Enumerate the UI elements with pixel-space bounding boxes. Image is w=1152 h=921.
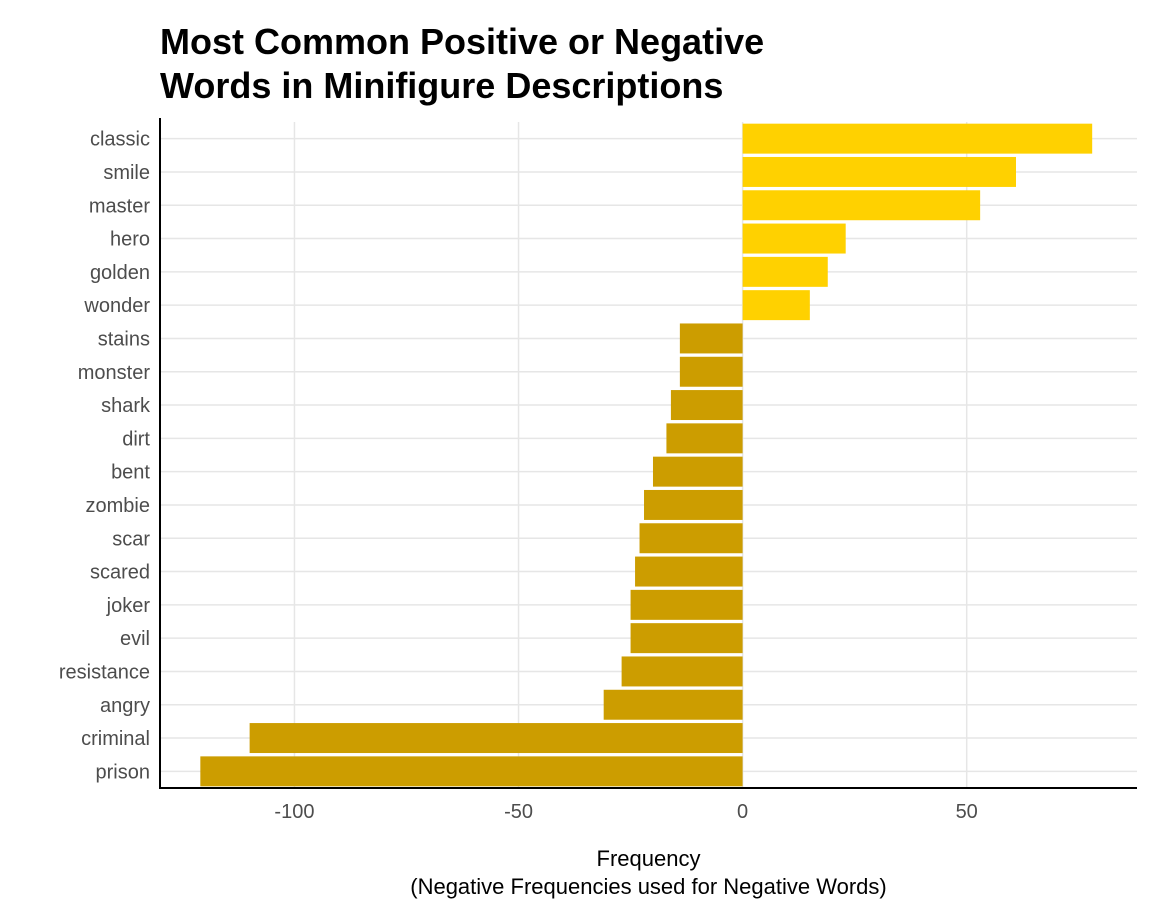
x-axis-label-note: (Negative Frequencies used for Negative … xyxy=(410,874,887,899)
bar-scar xyxy=(639,523,743,554)
y-tick-label: prison xyxy=(96,761,150,783)
x-tick-label: -100 xyxy=(274,801,314,823)
bar-zombie xyxy=(644,489,743,520)
y-tick-label: monster xyxy=(78,362,151,384)
bar-hero xyxy=(742,223,846,254)
y-tick-label: resistance xyxy=(59,661,150,683)
y-tick-label: zombie xyxy=(86,495,150,517)
y-tick-label: dirt xyxy=(122,428,150,450)
bar-stains xyxy=(679,323,743,354)
bar-golden xyxy=(742,256,828,287)
bar-resistance xyxy=(621,656,743,687)
y-tick-label: scar xyxy=(112,528,150,550)
bar-master xyxy=(742,190,981,221)
x-tick-label: -50 xyxy=(504,801,533,823)
y-tick-label: criminal xyxy=(81,728,150,750)
y-tick-label: stains xyxy=(98,328,150,350)
y-tick-label: hero xyxy=(110,229,150,251)
tick-labels: classic smile master hero golden wonder stains… xyxy=(59,129,978,823)
y-tick-label: scared xyxy=(90,562,150,584)
chart-title-line-1: Most Common Positive or Negative xyxy=(160,21,765,62)
y-tick-label: wonder xyxy=(83,295,150,317)
bar-scared xyxy=(635,556,743,587)
y-tick-label: shark xyxy=(101,395,151,417)
bar-joker xyxy=(630,589,743,620)
bar-shark xyxy=(670,390,743,421)
y-tick-label: smile xyxy=(103,162,150,184)
chart-title: Most Common Positive or Negative Words i… xyxy=(160,20,960,108)
y-tick-label: angry xyxy=(100,695,150,717)
bar-prison xyxy=(200,756,743,787)
y-tick-label: joker xyxy=(106,595,151,617)
bar-classic xyxy=(742,123,1093,154)
axes xyxy=(159,118,1137,789)
bar-monster xyxy=(679,356,743,387)
chart-title-line-2: Words in Minifigure Descriptions xyxy=(160,65,724,106)
y-tick-label: master xyxy=(89,195,150,217)
bar-bent xyxy=(652,456,743,487)
y-tick-label: evil xyxy=(120,628,150,650)
bars xyxy=(200,123,1093,787)
bar-evil xyxy=(630,623,743,654)
y-tick-label: classic xyxy=(90,129,150,151)
bar-angry xyxy=(603,689,743,720)
y-tick-label: bent xyxy=(111,462,150,484)
x-axis-label: Frequency xyxy=(596,846,701,871)
x-tick-label: 50 xyxy=(956,801,978,823)
bar-criminal xyxy=(249,723,743,754)
bar-wonder xyxy=(742,290,810,321)
bar-dirt xyxy=(666,423,743,454)
grid-lines xyxy=(160,122,1137,788)
y-tick-label: golden xyxy=(90,262,150,284)
bar-smile xyxy=(742,156,1016,187)
x-tick-label: 0 xyxy=(737,801,748,823)
